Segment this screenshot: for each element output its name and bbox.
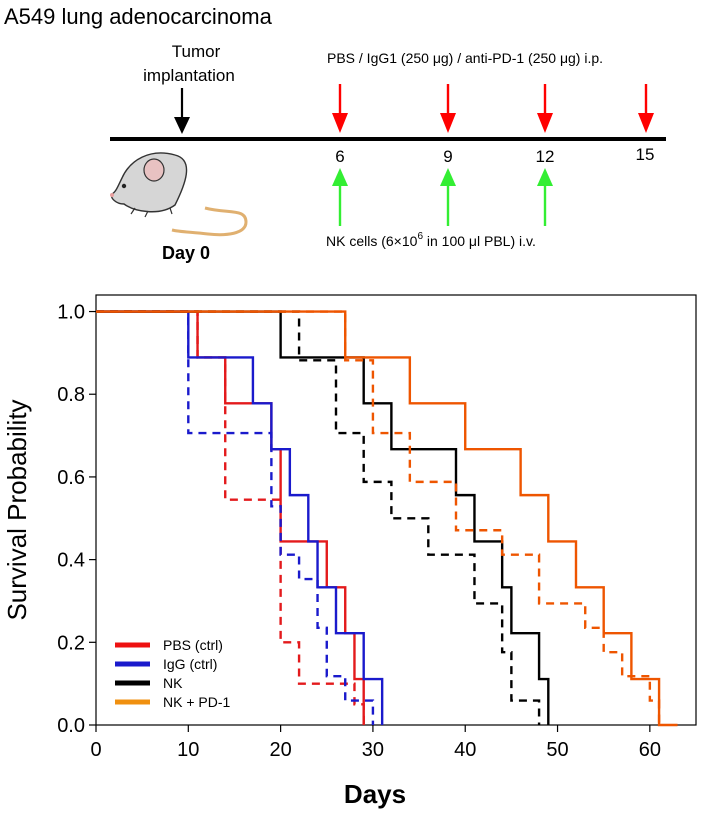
survival-curve-3-dashed (96, 310, 375, 725)
treatment-arrow-day6 (332, 84, 348, 133)
x-tick-label: 20 (269, 739, 291, 761)
x-tick-label: 50 (546, 739, 568, 761)
treatment-label: PBS / IgG1 (250 μg) / anti-PD-1 (250 μg)… (327, 50, 603, 66)
nk-arrow-day9 (440, 168, 456, 226)
day-label-6: 6 (335, 147, 344, 166)
nk-label: NK cells (6×106 in 100 μl PBL) i.v. (326, 231, 536, 249)
survival-curve-2-solid (96, 310, 384, 725)
survival-chart: 0 10 20 30 40 50 60 0.0 0.2 0.4 0.6 0.8 1.0 Days Su… (2, 294, 697, 809)
mouse-illustration (110, 152, 248, 237)
x-tick-label: 60 (639, 739, 661, 761)
y-tick-label: 0.0 (57, 715, 85, 737)
y-tick-label: 0.4 (57, 550, 85, 572)
legend-label: IgG (ctrl) (163, 656, 217, 672)
implant-arrow (174, 88, 190, 134)
x-tick-label: 0 (90, 739, 101, 761)
day-label-15: 15 (636, 145, 655, 164)
x-axis: 0 10 20 30 40 50 60 (90, 725, 661, 761)
survival-curve-7-dashed (96, 310, 661, 725)
y-tick-label: 0.6 (57, 467, 85, 489)
legend: PBS (ctrl) IgG (ctrl) NK NK + PD-1 (115, 637, 231, 710)
treatment-arrow-day9 (440, 84, 456, 133)
y-axis: 0.0 0.2 0.4 0.6 0.8 1.0 (57, 302, 96, 737)
survival-curve-5-dashed (96, 310, 541, 725)
treatment-arrows (332, 84, 654, 133)
nk-arrow-day12 (537, 168, 553, 226)
day-label-9: 9 (443, 147, 452, 166)
curves (96, 310, 678, 727)
legend-label: NK + PD-1 (163, 694, 231, 710)
treatment-schema: A549 lung adenocarcinoma Tumor implantat… (4, 4, 666, 263)
day0-label: Day 0 (162, 243, 210, 263)
legend-label: PBS (ctrl) (163, 637, 223, 653)
implant-label-line1: Tumor (172, 42, 221, 61)
survival-curve-6-solid (96, 310, 678, 727)
day-label-12: 12 (536, 147, 555, 166)
x-tick-label: 30 (362, 739, 384, 761)
treatment-arrow-day12 (537, 84, 553, 133)
x-axis-label: Days (344, 779, 406, 809)
y-tick-label: 0.2 (57, 632, 85, 654)
x-tick-label: 40 (454, 739, 476, 761)
schema-title: A549 lung adenocarcinoma (4, 4, 273, 29)
treatment-arrow-day15 (638, 84, 654, 133)
y-tick-label: 1.0 (57, 302, 85, 324)
implant-label-line2: implantation (143, 66, 235, 85)
x-tick-label: 10 (177, 739, 199, 761)
nk-arrows (332, 168, 553, 226)
nk-arrow-day6 (332, 168, 348, 226)
legend-label: NK (163, 675, 183, 691)
plot-frame (95, 294, 697, 726)
y-tick-label: 0.8 (57, 384, 85, 406)
y-axis-label: Survival Probability (2, 399, 32, 620)
